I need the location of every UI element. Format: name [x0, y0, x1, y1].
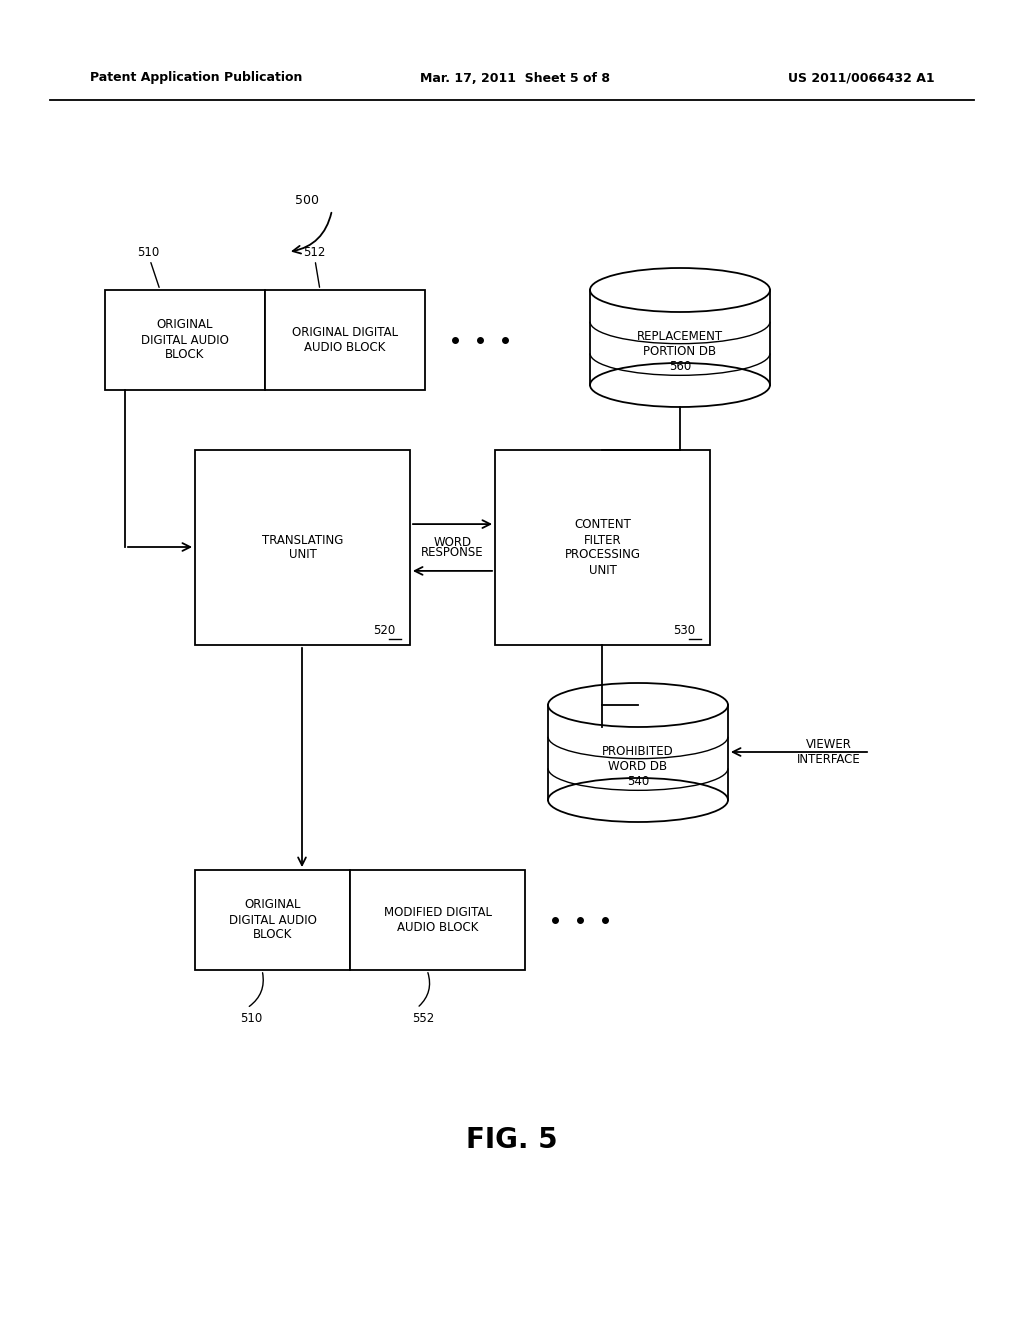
Text: VIEWER
INTERFACE: VIEWER INTERFACE — [797, 738, 861, 766]
Bar — [195, 450, 410, 645]
Text: Patent Application Publication: Patent Application Publication — [90, 71, 302, 84]
Text: FIG. 5: FIG. 5 — [466, 1126, 558, 1154]
Text: WORD: WORD — [433, 536, 472, 549]
Ellipse shape — [548, 777, 728, 822]
Bar — [350, 870, 525, 970]
Ellipse shape — [548, 682, 728, 727]
Text: 510: 510 — [137, 246, 160, 259]
Text: ORIGINAL
DIGITAL AUDIO
BLOCK: ORIGINAL DIGITAL AUDIO BLOCK — [141, 318, 229, 362]
Text: 530: 530 — [673, 623, 695, 636]
Text: REPLACEMENT
PORTION DB
560: REPLACEMENT PORTION DB 560 — [637, 330, 723, 374]
Ellipse shape — [590, 363, 770, 407]
Text: TRANSLATING
UNIT: TRANSLATING UNIT — [262, 533, 343, 561]
Text: 510: 510 — [240, 1011, 262, 1024]
Text: 520: 520 — [373, 623, 395, 636]
Text: PROHIBITED
WORD DB
540: PROHIBITED WORD DB 540 — [602, 746, 674, 788]
Text: US 2011/0066432 A1: US 2011/0066432 A1 — [788, 71, 935, 84]
Text: CONTENT
FILTER
PROCESSING
UNIT: CONTENT FILTER PROCESSING UNIT — [564, 519, 640, 577]
Text: 512: 512 — [303, 246, 326, 259]
Ellipse shape — [590, 268, 770, 312]
Text: Mar. 17, 2011  Sheet 5 of 8: Mar. 17, 2011 Sheet 5 of 8 — [420, 71, 610, 84]
Bar — [265, 290, 425, 389]
Bar — [548, 705, 728, 800]
Bar — [495, 450, 710, 645]
Text: ORIGINAL
DIGITAL AUDIO
BLOCK: ORIGINAL DIGITAL AUDIO BLOCK — [228, 899, 316, 941]
Text: 552: 552 — [412, 1011, 434, 1024]
Bar — [105, 290, 265, 389]
Text: RESPONSE: RESPONSE — [421, 546, 483, 560]
Text: ORIGINAL DIGITAL
AUDIO BLOCK: ORIGINAL DIGITAL AUDIO BLOCK — [292, 326, 398, 354]
Bar — [195, 870, 350, 970]
Bar — [590, 290, 770, 385]
Text: MODIFIED DIGITAL
AUDIO BLOCK: MODIFIED DIGITAL AUDIO BLOCK — [384, 906, 492, 935]
Text: 500: 500 — [295, 194, 319, 206]
